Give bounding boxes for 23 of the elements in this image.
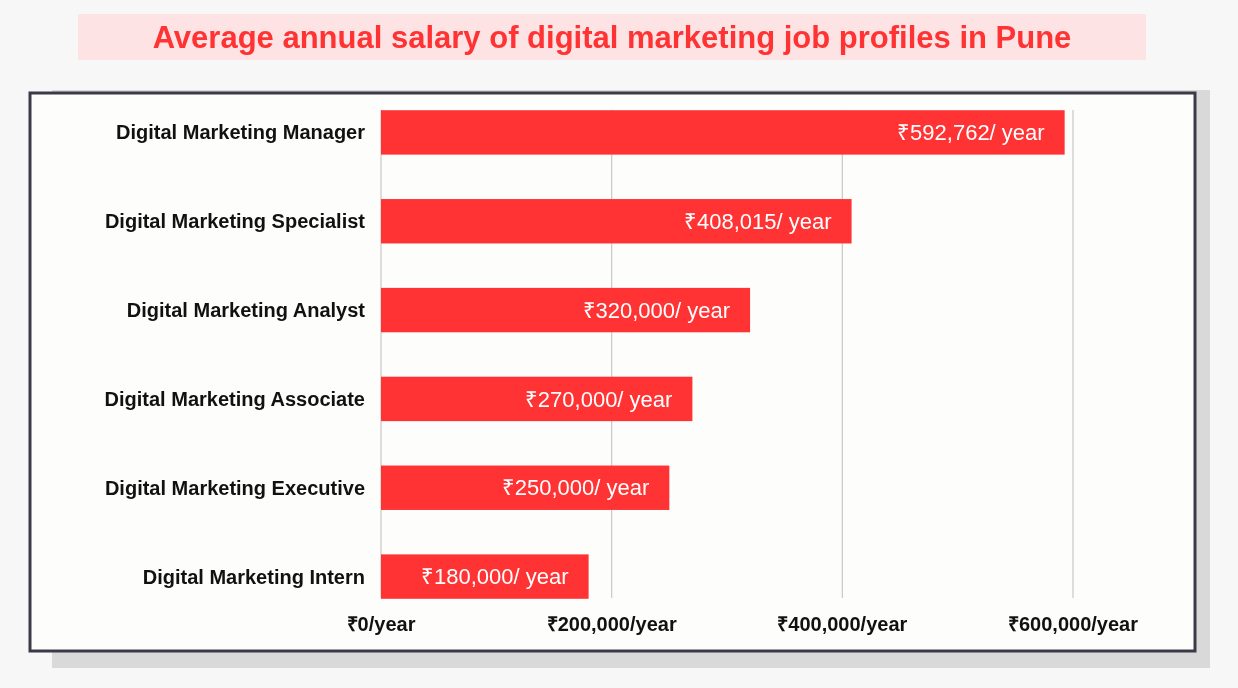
bar: [381, 110, 1065, 155]
data-label: ₹180,000/ year: [421, 564, 569, 590]
data-label: ₹592,762/ year: [897, 120, 1045, 146]
x-tick-label: ₹0/year: [346, 613, 416, 635]
bar: [381, 199, 852, 244]
data-label: ₹250,000/ year: [501, 475, 650, 501]
y-tick-label: Digital Marketing Manager: [116, 121, 366, 144]
data-label: ₹320,000/ year: [582, 297, 731, 323]
data-label: ₹408,015/ year: [684, 208, 832, 234]
chart-title: Average annual salary of digital marketing job profiles in Pune: [152, 19, 1072, 55]
bar: [381, 287, 751, 333]
x-tick-label: ₹600,000/year: [1007, 613, 1139, 635]
x-tick-label: ₹400,000/year: [777, 613, 908, 635]
data-label: ₹270,000/ year: [524, 386, 673, 412]
y-tick-label: Digital Marketing Associate: [104, 387, 365, 410]
x-tick-label: ₹200,000/year: [546, 613, 677, 635]
y-tick-label: Digital Marketing Executive: [104, 476, 365, 499]
bar: [381, 465, 670, 510]
y-tick-label: Digital Marketing Analyst: [126, 299, 366, 322]
y-tick-label: Digital Marketing Intern: [142, 565, 365, 588]
bar: [381, 554, 589, 599]
y-tick-label: Digital Marketing Specialist: [104, 210, 366, 233]
bar: [381, 376, 693, 422]
